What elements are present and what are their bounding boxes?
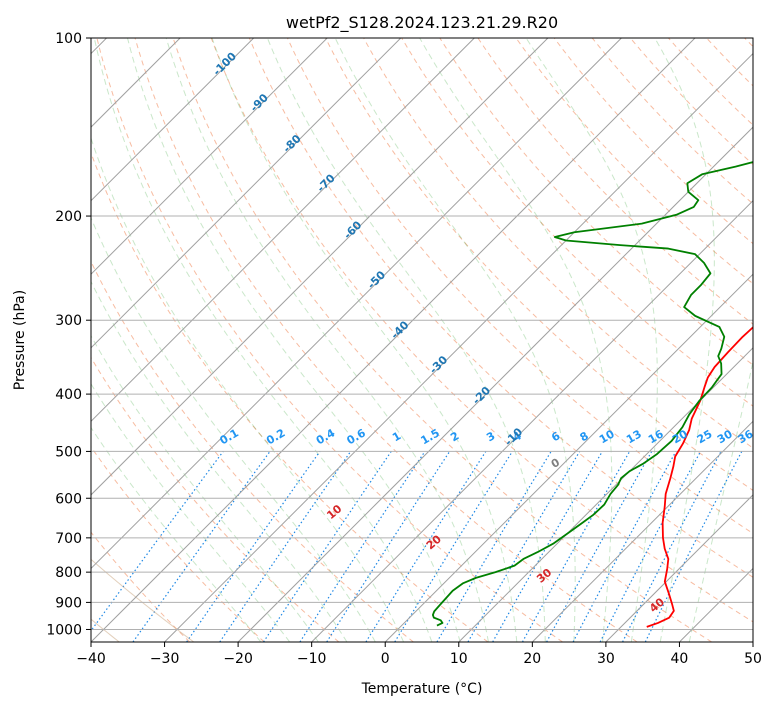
isotherm-line <box>91 38 402 349</box>
y-tick-label: 900 <box>55 595 82 611</box>
isotherm-line <box>164 52 753 642</box>
moist-adiabat-line <box>211 38 518 642</box>
isotherm-line <box>458 347 753 642</box>
moist-adiabat-line <box>688 359 753 642</box>
moist-adiabat-line <box>91 216 376 642</box>
dewpoint-profile <box>431 161 753 627</box>
isotherm-line <box>605 494 753 642</box>
x-tick-label: 20 <box>523 651 541 667</box>
background-lines <box>91 38 753 642</box>
y-tick-label: 400 <box>55 387 82 403</box>
moist-adiabat-line <box>419 38 613 642</box>
isotherm-line <box>91 38 696 642</box>
isotherm-line <box>237 126 753 642</box>
isotherm-line <box>91 38 549 496</box>
isotherm-line <box>91 38 255 202</box>
moist-adiabat-line <box>165 38 489 642</box>
dry-adiabat-line <box>248 38 753 578</box>
y-tick-label: 1000 <box>46 623 82 639</box>
isotherm-line <box>531 420 753 642</box>
mixing-ratio-line <box>521 451 631 642</box>
isotherm-line <box>91 38 622 570</box>
dry-adiabat-line <box>91 356 340 642</box>
reference-curve <box>91 558 195 642</box>
moist-adiabat-line <box>525 38 658 642</box>
moist-adiabat-line <box>266 38 546 642</box>
y-tick-label: 800 <box>55 565 82 581</box>
dry-adiabat-line <box>91 531 191 642</box>
mixing-ratio-line <box>186 451 321 642</box>
dry-adiabat-line <box>210 38 753 623</box>
y-tick-label: 500 <box>55 444 82 460</box>
moist-adiabat-line <box>654 38 715 642</box>
x-tick-label: 40 <box>670 651 688 667</box>
x-tick-label: −10 <box>297 651 327 667</box>
mixing-ratio-line <box>299 451 426 642</box>
dry-adiabat-line <box>96 38 563 642</box>
mixing-ratio-line <box>326 451 451 642</box>
moist-adiabat-line <box>93 38 433 642</box>
mixing-ratio-line <box>91 451 224 632</box>
x-tick-label: −30 <box>150 651 180 667</box>
isotherm-line <box>91 38 475 423</box>
isotherm-line <box>311 199 753 642</box>
mixing-ratio-line <box>219 451 352 642</box>
isotherm-line <box>91 38 328 275</box>
x-tick-label: 30 <box>597 651 615 667</box>
x-tick-label: 10 <box>450 651 468 667</box>
sounding-lines <box>431 161 753 628</box>
dry-adiabat-line <box>134 38 638 642</box>
dry-adiabat-line <box>172 38 713 642</box>
grid-lines <box>91 38 753 642</box>
x-axis-ticks: −40 −30 −20 −10 0 10 20 30 40 50 <box>76 642 762 667</box>
x-tick-label: −20 <box>223 651 253 667</box>
mixing-ratio-line <box>644 451 743 642</box>
mixing-ratio-line <box>394 451 513 642</box>
chart-title: wetPf2_S128.2024.123.21.29.R20 <box>286 13 558 33</box>
mixing-ratio-line <box>263 451 392 642</box>
mixing-ratio-line <box>546 451 653 642</box>
x-axis-label: Temperature (°C) <box>361 681 483 697</box>
dry-adiabat-line <box>401 38 753 407</box>
moist-adiabat-line <box>91 136 405 642</box>
plot-frame <box>90 37 754 643</box>
x-tick-label: 0 <box>381 651 390 667</box>
moist-adiabat-line <box>126 38 461 642</box>
y-tick-label: 200 <box>55 209 82 225</box>
y-tick-label: 300 <box>55 313 82 329</box>
dry-adiabat-line <box>515 38 753 285</box>
y-axis-label: Pressure (hPa) <box>12 290 28 390</box>
dry-adiabat-line <box>91 445 265 642</box>
dry-adiabat-line <box>91 151 489 642</box>
moist-adiabat-line <box>91 426 262 642</box>
moist-adiabat-line <box>334 38 576 642</box>
isotherm-line <box>384 273 753 642</box>
x-tick-label: −40 <box>76 651 106 667</box>
y-axis-ticks: 100 200 300 400 500 600 700 800 900 1000 <box>46 31 91 639</box>
dry-adiabat-line <box>439 38 753 366</box>
y-tick-label: 600 <box>55 491 82 507</box>
mixing-ratio-line <box>572 451 677 642</box>
y-tick-label: 700 <box>55 531 82 547</box>
x-tick-label: 50 <box>744 651 762 667</box>
y-tick-label: 100 <box>55 31 82 47</box>
